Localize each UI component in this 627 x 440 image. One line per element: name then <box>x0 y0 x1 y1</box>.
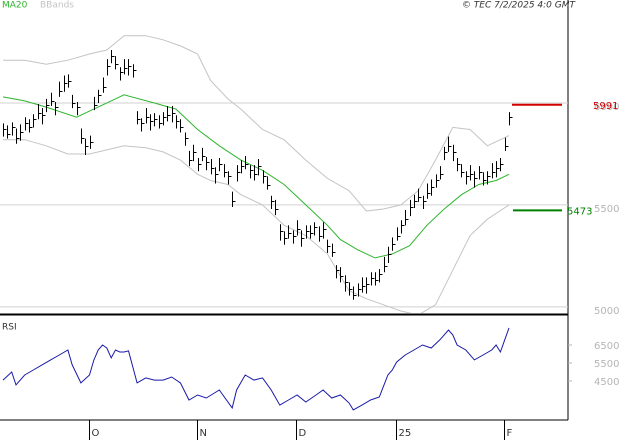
y-tick-label: 4500 <box>594 377 619 388</box>
x-tick-label: F <box>507 428 513 439</box>
y-tick-label: 5500 <box>594 359 619 370</box>
rsi-panel <box>2 327 510 411</box>
y-tick-label: 6000 <box>594 102 619 113</box>
x-tick-label: D <box>299 428 307 439</box>
level-label: 5991 <box>593 101 618 112</box>
bband-upper <box>3 35 510 212</box>
legend-bbands: BBands <box>40 1 74 11</box>
x-tick-label: O <box>92 428 100 439</box>
legend-ma20: MA20 <box>2 1 28 11</box>
x-tick-label: 25 <box>399 428 412 439</box>
y-tick-label: 5000 <box>594 306 619 317</box>
price-panel <box>0 35 568 313</box>
ma20-line <box>2 94 510 259</box>
source: © TEC 7/2/2025 4:0 GMT <box>462 1 577 11</box>
rsi-line <box>2 327 510 411</box>
y-tick-label: 6500 <box>594 341 619 352</box>
y-tick-label: 5500 <box>594 204 619 215</box>
level-label: 5473 <box>567 206 592 217</box>
rsi-title: RSI <box>2 323 17 333</box>
x-tick-label: N <box>200 428 207 439</box>
bband-lower <box>3 139 510 313</box>
